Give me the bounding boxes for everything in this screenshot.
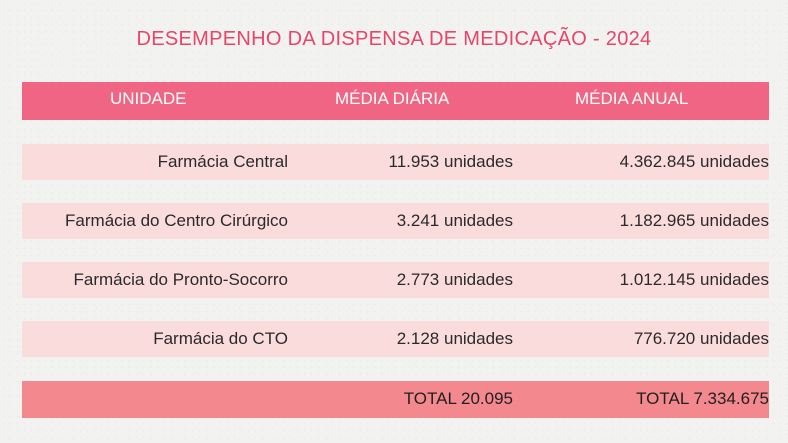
cell-media-diaria: 11.953 unidades [388,152,513,171]
cell-unidade: Farmácia do Centro Cirúrgico [65,211,288,230]
cell-unidade: Farmácia do CTO [153,329,288,348]
page-title: DESEMPENHO DA DISPENSA DE MEDICAÇÃO - 20… [136,28,652,50]
cell-total-media-diaria: TOTAL 20.095 [403,389,513,408]
cell-media-diaria: 3.241 unidades [396,211,513,230]
cell-unidade: Farmácia Central [157,152,288,171]
table-total-row: TOTAL 20.095 TOTAL 7.334.675 [22,381,769,418]
cell-total-media-anual: TOTAL 7.334.675 [636,389,769,408]
cell-media-diaria: 2.128 unidades [396,329,513,348]
cell-media-diaria: 2.773 unidades [396,270,513,289]
cell-media-anual: 1.182.965 unidades [619,211,769,230]
table-row: Farmácia do CTO 2.128 unidades 776.720 u… [22,321,769,357]
cell-unidade: Farmácia do Pronto-Socorro [73,270,288,289]
cell-media-anual: 776.720 unidades [633,329,769,348]
table-header: UNIDADE MÉDIA DIÁRIA MÉDIA ANUAL [22,82,769,120]
header-unidade: UNIDADE [110,89,187,108]
table-row: Farmácia do Centro Cirúrgico 3.241 unida… [22,203,769,239]
header-media-diaria: MÉDIA DIÁRIA [335,89,450,108]
header-media-anual: MÉDIA ANUAL [575,89,689,108]
table-row: Farmácia do Pronto-Socorro 2.773 unidade… [22,262,769,298]
cell-media-anual: 4.362.845 unidades [619,152,769,171]
table-row: Farmácia Central 11.953 unidades 4.362.8… [22,144,769,180]
cell-media-anual: 1.012.145 unidades [619,270,769,289]
